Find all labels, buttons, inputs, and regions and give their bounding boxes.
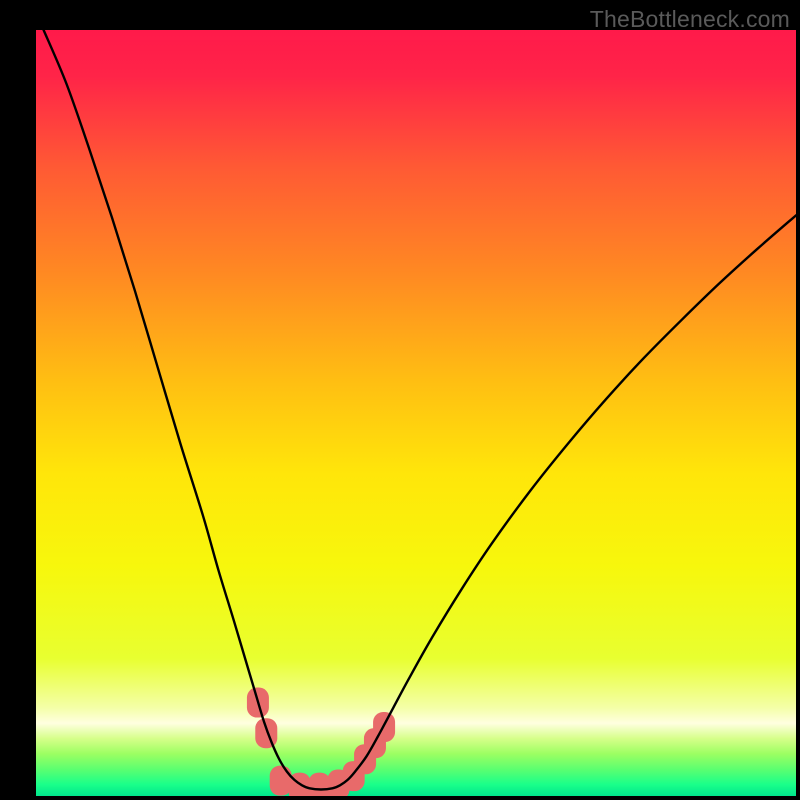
bottleneck-curve <box>44 30 796 789</box>
watermark-text: TheBottleneck.com <box>590 6 790 33</box>
plot-area <box>36 30 796 796</box>
chart-svg <box>36 30 796 796</box>
marker-point <box>270 766 292 796</box>
marker-point <box>255 718 277 748</box>
marker-point <box>308 773 330 796</box>
